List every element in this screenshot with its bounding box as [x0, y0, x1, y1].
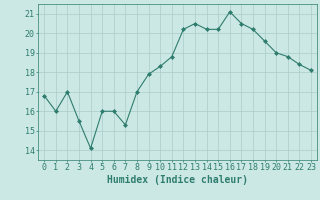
X-axis label: Humidex (Indice chaleur): Humidex (Indice chaleur): [107, 175, 248, 185]
